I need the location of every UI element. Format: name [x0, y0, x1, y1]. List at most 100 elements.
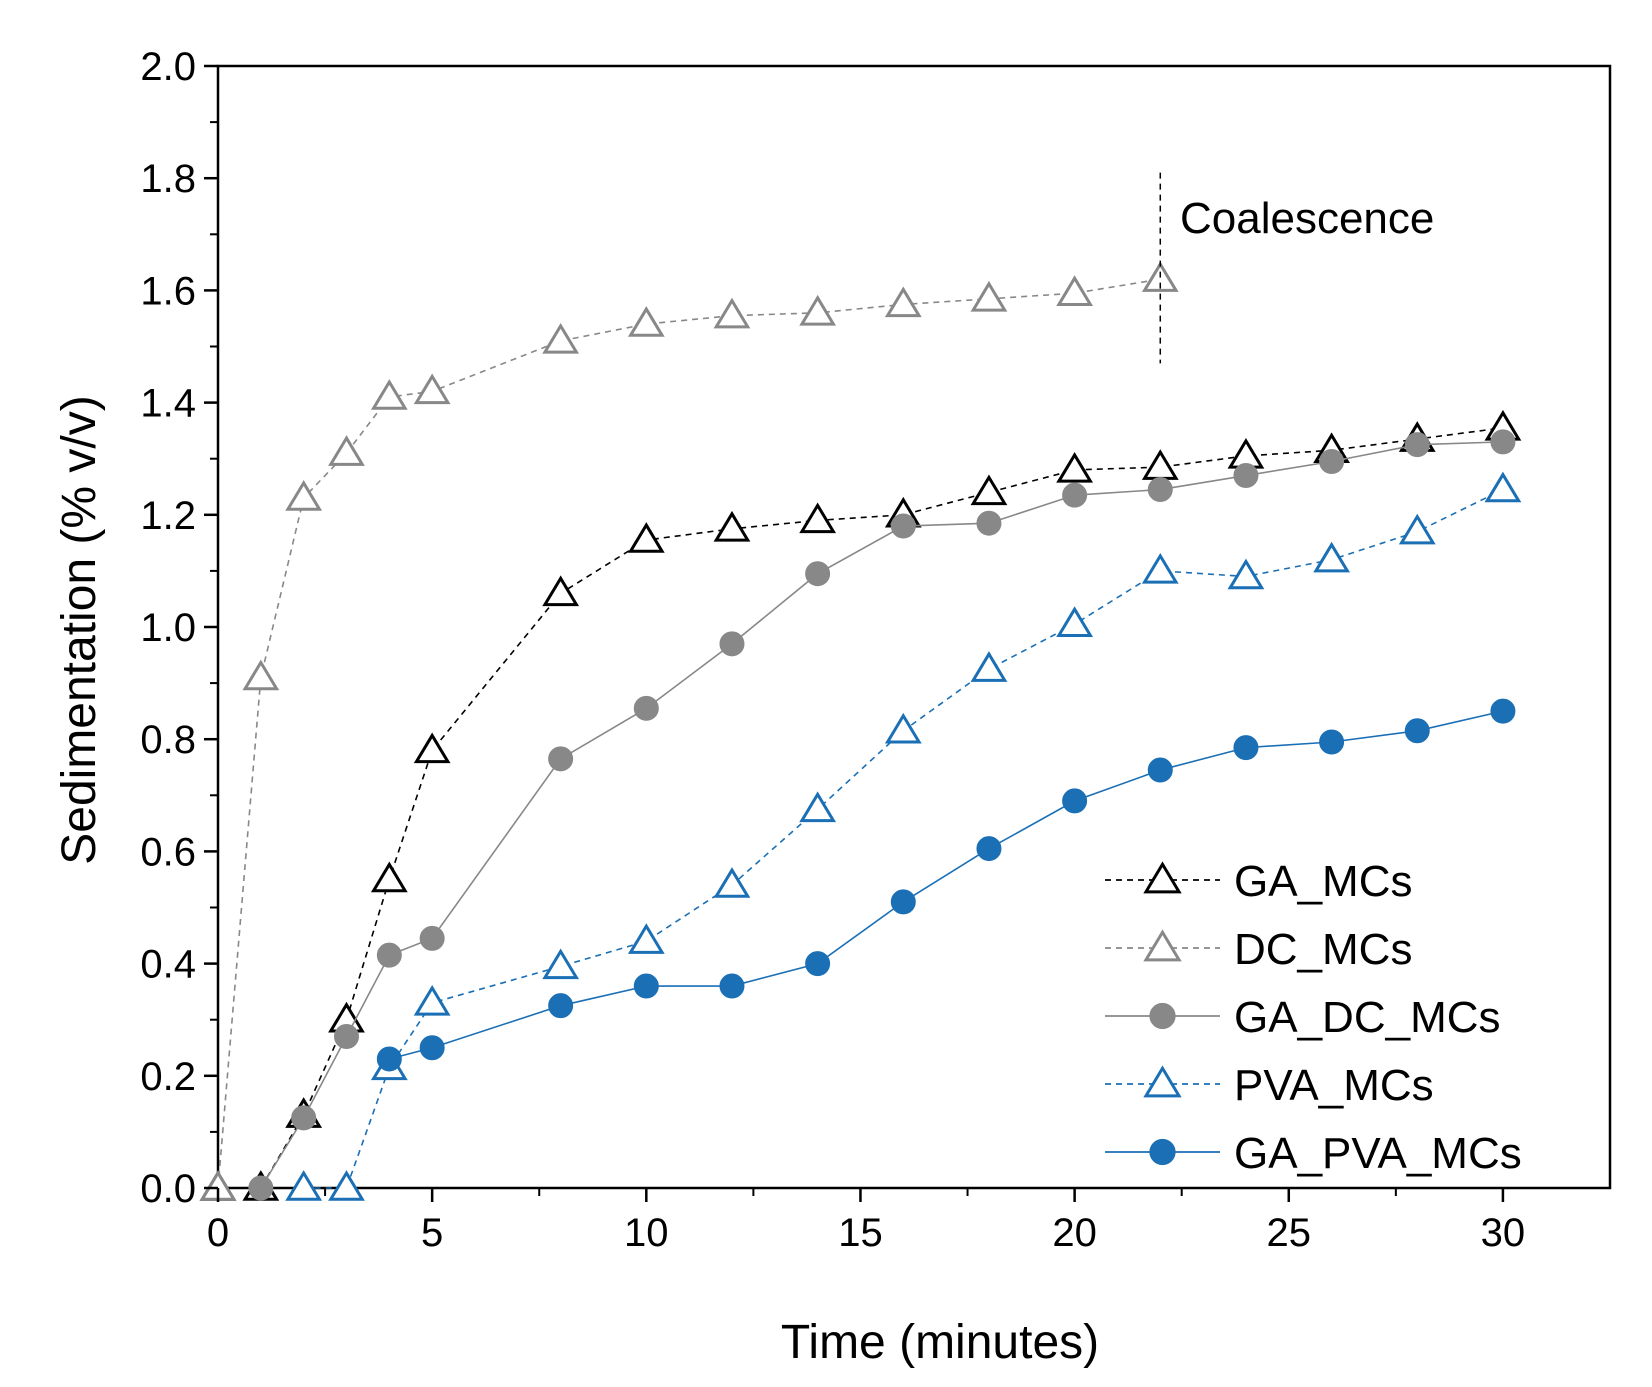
- legend-marker-pva-mcs: [1143, 1065, 1182, 1098]
- data-point-pva-mcs: [1398, 513, 1436, 545]
- axes-layer: 0 5 10 15 20 25 30 0.0 0.2 0.4 0.6 0.8 1.0 1.2 1.4 1.6 1…: [140, 45, 1525, 1255]
- data-point-ga-pva-mcs: [1062, 788, 1088, 814]
- data-point-ga-mcs: [413, 732, 451, 764]
- y-tick-label: 1.2: [140, 494, 196, 538]
- data-point-ga-pva-mcs: [1319, 729, 1345, 755]
- x-axis-title: Time (minutes): [781, 1316, 1099, 1369]
- data-point-dc-mcs: [370, 379, 408, 410]
- data-point-dc-mcs: [799, 294, 837, 326]
- data-point-ga-dc-mcs: [1147, 477, 1173, 503]
- coalescence-label: Coalescence: [1180, 194, 1434, 243]
- data-point-ga-pva-mcs: [976, 836, 1002, 862]
- data-point-ga-mcs: [627, 522, 665, 553]
- legend-marker-ga-mcs: [1143, 861, 1182, 894]
- data-point-ga-pva-mcs: [633, 973, 659, 999]
- y-tick-label: 1.6: [140, 269, 196, 313]
- data-point-ga-dc-mcs: [1233, 463, 1259, 489]
- x-tick-label: 15: [838, 1211, 883, 1255]
- data-point-ga-dc-mcs: [248, 1175, 274, 1201]
- y-tick-label: 1.8: [140, 157, 196, 201]
- data-point-ga-mcs: [1056, 452, 1094, 483]
- data-point-ga-dc-mcs: [1490, 429, 1516, 455]
- data-point-pva-mcs: [884, 712, 922, 744]
- legend-item-ga-mcs: GA_MCs: [1105, 857, 1412, 906]
- y-tick-label: 0.4: [140, 943, 196, 987]
- data-point-dc-mcs: [413, 373, 451, 405]
- data-point-dc-mcs: [1056, 275, 1094, 306]
- legend-label-ga-pva-mcs: GA_PVA_MCs: [1234, 1129, 1522, 1178]
- series-line-ga-pva-mcs: [389, 710, 1504, 1060]
- data-point-ga-pva-mcs: [419, 1035, 445, 1061]
- x-tick-label: 5: [421, 1211, 443, 1255]
- legend-label-pva-mcs: PVA_MCs: [1234, 1061, 1434, 1110]
- legend: GA_MCs DC_MCs GA_DC_MCs PVA_MCs GA_PVA_MCs: [1105, 857, 1522, 1178]
- legend-item-ga-pva-mcs: GA_PVA_MCs: [1105, 1129, 1522, 1178]
- data-point-pva-mcs: [413, 984, 451, 1016]
- y-tick-label: 0.2: [140, 1055, 196, 1099]
- legend-item-dc-mcs: DC_MCs: [1105, 925, 1412, 974]
- data-point-ga-dc-mcs: [633, 695, 659, 721]
- data-point-ga-pva-mcs: [1233, 735, 1259, 761]
- data-point-ga-mcs: [970, 474, 1008, 506]
- x-tick-label: 25: [1267, 1211, 1312, 1255]
- data-point-dc-mcs: [970, 280, 1008, 312]
- series-ga-pva-mcs: [376, 698, 1516, 1072]
- data-point-ga-dc-mcs: [890, 513, 916, 539]
- data-point-pva-mcs: [713, 867, 751, 898]
- data-point-dc-mcs: [328, 435, 365, 466]
- legend-label-ga-dc-mcs: GA_DC_MCs: [1234, 993, 1501, 1042]
- data-point-ga-pva-mcs: [1404, 718, 1430, 744]
- data-point-pva-mcs: [970, 651, 1008, 682]
- x-tick-label: 30: [1481, 1211, 1526, 1255]
- data-point-ga-dc-mcs: [1404, 432, 1430, 458]
- y-tick-label: 2.0: [140, 45, 196, 89]
- data-point-ga-pva-mcs: [376, 1046, 402, 1072]
- data-point-ga-dc-mcs: [1319, 449, 1345, 475]
- series-line-pva-mcs: [303, 488, 1504, 1189]
- coalescence-annotation: Coalescence: [1159, 172, 1434, 364]
- series-line-dc-mcs: [217, 278, 1161, 1189]
- data-point-pva-mcs: [285, 1170, 323, 1201]
- series-dc-mcs: [199, 261, 1179, 1201]
- legend-label-ga-mcs: GA_MCs: [1234, 857, 1412, 906]
- data-point-pva-mcs: [1056, 606, 1094, 637]
- data-point-ga-mcs: [1141, 449, 1179, 480]
- data-point-ga-pva-mcs: [890, 889, 916, 915]
- series-ga-dc-mcs: [248, 429, 1516, 1201]
- data-point-dc-mcs: [285, 480, 323, 511]
- x-tick-label: 10: [624, 1211, 669, 1255]
- data-point-dc-mcs: [884, 286, 922, 318]
- data-point-dc-mcs: [242, 659, 280, 691]
- data-point-ga-mcs: [370, 861, 408, 893]
- legend-label-dc-mcs: DC_MCs: [1234, 925, 1412, 974]
- data-point-ga-pva-mcs: [1147, 757, 1173, 783]
- data-point-dc-mcs: [542, 322, 580, 354]
- data-point-dc-mcs: [713, 297, 751, 329]
- data-point-ga-dc-mcs: [376, 942, 402, 968]
- legend-item-ga-dc-mcs: GA_DC_MCs: [1105, 993, 1501, 1042]
- data-point-ga-mcs: [713, 510, 751, 542]
- data-point-ga-dc-mcs: [805, 561, 831, 587]
- y-tick-label: 0.8: [140, 718, 196, 762]
- data-point-ga-dc-mcs: [976, 510, 1002, 536]
- data-point-ga-mcs: [542, 575, 580, 607]
- series-pva-mcs: [285, 471, 1522, 1201]
- legend-marker-ga-dc-mcs: [1149, 1002, 1176, 1030]
- data-point-ga-dc-mcs: [291, 1105, 317, 1131]
- data-point-ga-dc-mcs: [719, 631, 745, 657]
- data-point-dc-mcs: [627, 306, 665, 337]
- data-point-pva-mcs: [1313, 541, 1350, 573]
- legend-marker-dc-mcs: [1143, 929, 1182, 962]
- legend-marker-ga-pva-mcs: [1149, 1138, 1176, 1166]
- data-point-pva-mcs: [1227, 558, 1265, 590]
- data-point-ga-dc-mcs: [333, 1024, 359, 1050]
- x-tick-label: 20: [1052, 1211, 1097, 1255]
- data-point-ga-pva-mcs: [805, 951, 831, 977]
- data-point-ga-dc-mcs: [548, 746, 574, 772]
- data-point-ga-pva-mcs: [719, 973, 745, 999]
- data-point-pva-mcs: [627, 923, 665, 954]
- x-tick-label: 0: [207, 1211, 229, 1255]
- data-point-pva-mcs: [1141, 552, 1179, 584]
- legend-item-pva-mcs: PVA_MCs: [1105, 1061, 1434, 1110]
